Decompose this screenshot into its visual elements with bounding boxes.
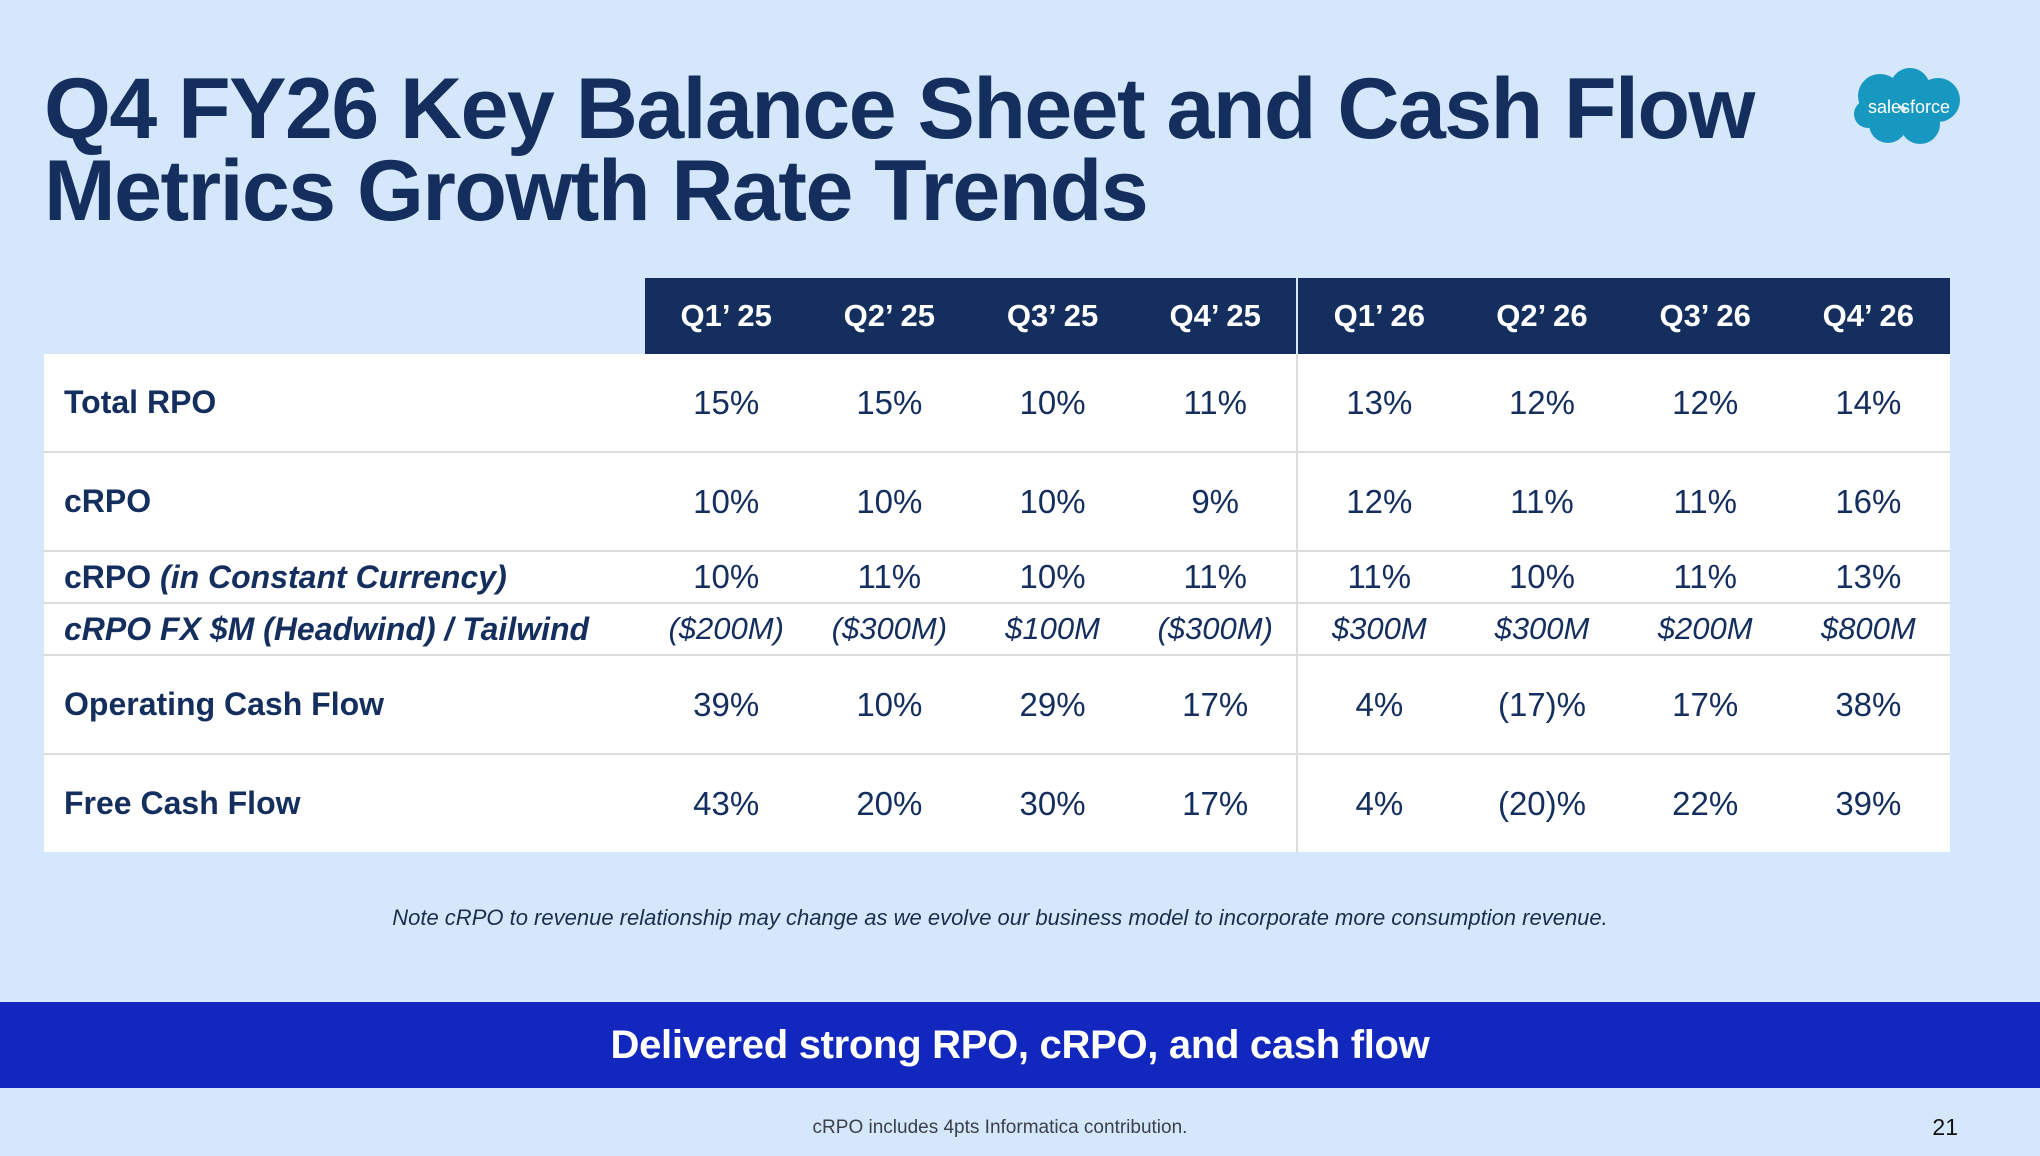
table-row-crpo-constant-currency: cRPO (in Constant Currency) 10% 11% 10% … xyxy=(44,551,1950,604)
table-cell: 20% xyxy=(807,754,971,852)
table-cell: 13% xyxy=(1296,354,1461,453)
table-cell: $300M xyxy=(1296,603,1461,656)
table-cell: 17% xyxy=(1134,655,1298,755)
row-label: Operating Cash Flow xyxy=(44,655,645,755)
row-label-main: cRPO xyxy=(64,558,152,595)
table-cell: ($200M) xyxy=(644,603,808,656)
row-label: Free Cash Flow xyxy=(44,754,645,852)
page-title: Q4 FY26 Key Balance Sheet and Cash Flow … xyxy=(44,61,1804,239)
table-cell: 10% xyxy=(644,551,808,604)
column-header: Q3’ 25 xyxy=(970,278,1135,354)
table-cell: 17% xyxy=(1623,655,1787,755)
table-cell: ($300M) xyxy=(1134,603,1298,656)
table-cell: 13% xyxy=(1786,551,1950,604)
table-cell: 12% xyxy=(1296,452,1461,552)
table-row-total-rpo: Total RPO 15% 15% 10% 11% 13% 12% 12% 14… xyxy=(44,354,1950,453)
table-row-free-cash-flow: Free Cash Flow 43% 20% 30% 17% 4% (20)% … xyxy=(44,754,1950,852)
column-header: Q4’ 25 xyxy=(1134,278,1298,354)
table-row-crpo-fx: cRPO FX $M (Headwind) / Tailwind ($200M)… xyxy=(44,603,1950,656)
table-cell: 16% xyxy=(1786,452,1950,552)
table-cell: 39% xyxy=(644,655,808,755)
table-header-row: Q1’ 25 Q2’ 25 Q3’ 25 Q4’ 25 Q1’ 26 Q2’ 2… xyxy=(44,278,1950,354)
table-cell: 11% xyxy=(1134,354,1298,453)
table-cell: 14% xyxy=(1786,354,1950,453)
table-cell: 10% xyxy=(970,551,1135,604)
table-cell: 43% xyxy=(644,754,808,852)
table-cell: 15% xyxy=(807,354,971,453)
salesforce-cloud-logo: salesforce xyxy=(1854,68,1960,144)
table-cell: 11% xyxy=(1623,452,1787,552)
table-cell: 11% xyxy=(1460,452,1624,552)
table-cell: 39% xyxy=(1786,754,1950,852)
metrics-table: Q1’ 25 Q2’ 25 Q3’ 25 Q4’ 25 Q1’ 26 Q2’ 2… xyxy=(44,278,1950,852)
table-cell: ($300M) xyxy=(807,603,971,656)
header-corner xyxy=(44,278,645,354)
table-cell: 15% xyxy=(644,354,808,453)
table-row-operating-cash-flow: Operating Cash Flow 39% 10% 29% 17% 4% (… xyxy=(44,655,1950,755)
table-cell: 10% xyxy=(807,655,971,755)
table-row-crpo: cRPO 10% 10% 10% 9% 12% 11% 11% 16% xyxy=(44,452,1950,552)
footnote: cRPO includes 4pts Informatica contribut… xyxy=(812,1117,1188,1138)
page-title-line-1: Q4 FY26 Key Balance Sheet and Cash Flow xyxy=(44,61,1755,157)
table-cell: 10% xyxy=(970,452,1135,552)
table-cell: $200M xyxy=(1623,603,1787,656)
table-cell: (17)% xyxy=(1460,655,1624,755)
table-cell: 29% xyxy=(970,655,1135,755)
table-cell: 10% xyxy=(970,354,1135,453)
table-cell: 11% xyxy=(807,551,971,604)
table-cell: 22% xyxy=(1623,754,1787,852)
page-title-line-2: Metrics Growth Rate Trends xyxy=(44,143,1149,239)
table-cell: (20)% xyxy=(1460,754,1624,852)
cloud-icon xyxy=(1854,68,1960,144)
table-cell: 38% xyxy=(1786,655,1950,755)
table-cell: 12% xyxy=(1460,354,1624,453)
table-cell: 11% xyxy=(1296,551,1461,604)
table-cell: $300M xyxy=(1460,603,1624,656)
row-label: Total RPO xyxy=(44,354,645,453)
table-cell: 10% xyxy=(644,452,808,552)
table-cell: 11% xyxy=(1134,551,1298,604)
column-header: Q2’ 25 xyxy=(807,278,971,354)
logo-text: salesforce xyxy=(1868,97,1950,117)
row-label: cRPO xyxy=(44,452,645,552)
note-text: Note cRPO to revenue relationship may ch… xyxy=(392,905,1608,930)
table-cell: 10% xyxy=(807,452,971,552)
row-label-suffix: (in Constant Currency) xyxy=(160,558,507,595)
table-cell: $800M xyxy=(1786,603,1950,656)
column-header: Q3’ 26 xyxy=(1623,278,1787,354)
column-header: Q1’ 25 xyxy=(644,278,808,354)
table-cell: 12% xyxy=(1623,354,1787,453)
table-cell: 4% xyxy=(1296,655,1461,755)
table-cell: 17% xyxy=(1134,754,1298,852)
row-label: cRPO FX $M (Headwind) / Tailwind xyxy=(44,603,645,656)
summary-banner: Delivered strong RPO, cRPO, and cash flo… xyxy=(0,1002,2040,1088)
row-label: cRPO (in Constant Currency) xyxy=(44,551,645,604)
table-cell: 10% xyxy=(1460,551,1624,604)
column-header: Q4’ 26 xyxy=(1786,278,1950,354)
table-cell: 30% xyxy=(970,754,1135,852)
column-header: Q1’ 26 xyxy=(1296,278,1461,354)
column-header: Q2’ 26 xyxy=(1460,278,1624,354)
table-cell: $100M xyxy=(970,603,1135,656)
table-cell: 9% xyxy=(1134,452,1298,552)
page-number: 21 xyxy=(1932,1114,1958,1140)
table-cell: 11% xyxy=(1623,551,1787,604)
table-cell: 4% xyxy=(1296,754,1461,852)
